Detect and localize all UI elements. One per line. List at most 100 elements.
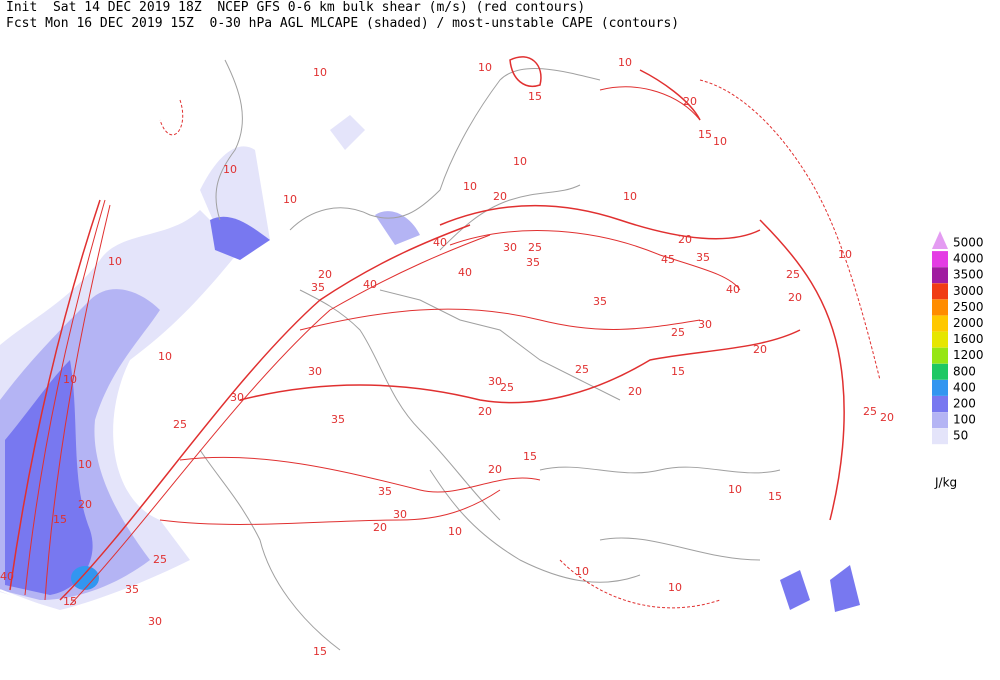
contour-label: 10 [513, 155, 527, 168]
contour-label: 25 [671, 326, 685, 339]
shear-contours [9, 56, 881, 609]
contour-label: 20 [488, 463, 502, 476]
contour-label: 10 [158, 350, 172, 363]
contour-label: 40 [458, 266, 472, 279]
header-line: Init Sat 14 DEC 2019 18Z NCEP GFS 0-6 km… [6, 0, 586, 15]
contour-label: 20 [478, 405, 492, 418]
contour-label: 10 [63, 373, 77, 386]
contour-label: 25 [153, 553, 167, 566]
contour-label: 10 [618, 56, 632, 69]
contour-label: 15 [528, 90, 542, 103]
contour-label: 10 [313, 66, 327, 79]
contour-label: 30 [488, 375, 502, 388]
legend-box [932, 363, 948, 380]
legend-label: 3500 [953, 268, 984, 282]
contour-label: 35 [378, 485, 392, 498]
contour-label: 35 [125, 583, 139, 596]
contour-label: 20 [753, 343, 767, 356]
contour-label: 30 [308, 365, 322, 378]
contour-label: 15 [523, 450, 537, 463]
contour-label: 25 [173, 418, 187, 431]
contour-label: 20 [788, 291, 802, 304]
contour-label: 10 [223, 163, 237, 176]
legend-label: 4000 [953, 252, 984, 266]
legend-box [932, 283, 948, 300]
contour-label: 40 [0, 570, 14, 583]
legend: 5000 4000 3500 3000 2500 2000 1600 1200 800 400 20… [932, 231, 984, 490]
contour-label: 20 [373, 521, 387, 534]
contour-label: 25 [786, 268, 800, 281]
legend-box [932, 412, 948, 429]
contour-label: 40 [433, 236, 447, 249]
legend-label: 1200 [953, 348, 984, 362]
legend-label: 50 [953, 429, 968, 443]
contour-label: 20 [318, 268, 332, 281]
contour-label: 10 [668, 581, 682, 594]
contour-label: 25 [500, 381, 514, 394]
legend-label: 400 [953, 380, 976, 394]
contour-label: 25 [575, 363, 589, 376]
contour-label: 35 [696, 251, 710, 264]
contour-label: 20 [628, 385, 642, 398]
legend-label: 1600 [953, 332, 984, 346]
legend-box [932, 267, 948, 284]
contour-label: 10 [575, 565, 589, 578]
legend-box [932, 331, 948, 348]
contour-label: 35 [593, 295, 607, 308]
legend-box [932, 315, 948, 332]
contour-label: 10 [448, 525, 462, 538]
contour-label: 20 [683, 95, 697, 108]
domain-edge [0, 589, 881, 672]
contour-label: 25 [528, 241, 542, 254]
contour-label: 15 [53, 513, 67, 526]
contour-label: 10 [108, 255, 122, 268]
contour-label: 30 [698, 318, 712, 331]
contour-label: 10 [623, 190, 637, 203]
legend-box [932, 347, 948, 364]
contour-label: 15 [698, 128, 712, 141]
contour-label: 20 [493, 190, 507, 203]
legend-box [932, 251, 948, 268]
contour-label: 45 [661, 253, 675, 266]
coastlines [199, 59, 781, 651]
contour-label: 15 [671, 365, 685, 378]
contour-label: 25 [863, 405, 877, 418]
legend-label: 100 [953, 413, 976, 427]
legend-label: 3000 [953, 284, 984, 298]
contour-label: 30 [503, 241, 517, 254]
cape-shading [0, 115, 860, 612]
contour-label: 10 [463, 180, 477, 193]
contour-label: 35 [311, 281, 325, 294]
legend-label: 800 [953, 364, 976, 378]
contour-label: 10 [478, 61, 492, 74]
contour-label: 10 [713, 135, 727, 148]
contour-label: 40 [363, 278, 377, 291]
legend-box [932, 299, 948, 316]
contour-label: 35 [331, 413, 345, 426]
header-line: Fcst Mon 16 DEC 2019 15Z 0-30 hPa AGL ML… [6, 16, 680, 31]
contour-label: 35 [526, 256, 540, 269]
contour-label: 30 [230, 391, 244, 404]
contour-label: 15 [313, 645, 327, 658]
legend-label: 2500 [953, 300, 984, 314]
legend-box [932, 428, 948, 445]
contour-label: 10 [838, 248, 852, 261]
contour-label: 30 [148, 615, 162, 628]
contour-label: 20 [78, 498, 92, 511]
contour-label: 40 [726, 283, 740, 296]
legend-unit: J/kg [934, 476, 957, 490]
contour-label: 10 [728, 483, 742, 496]
contour-label: 20 [880, 411, 894, 424]
legend-label: 2000 [953, 316, 984, 330]
contour-label: 10 [78, 458, 92, 471]
contour-label: 20 [678, 233, 692, 246]
legend-box [932, 396, 948, 412]
contour-label: 15 [63, 595, 77, 608]
legend-triangle [932, 231, 948, 249]
contour-label: 30 [393, 508, 407, 521]
legend-label: 5000 [953, 236, 984, 250]
contour-label: 15 [768, 490, 782, 503]
